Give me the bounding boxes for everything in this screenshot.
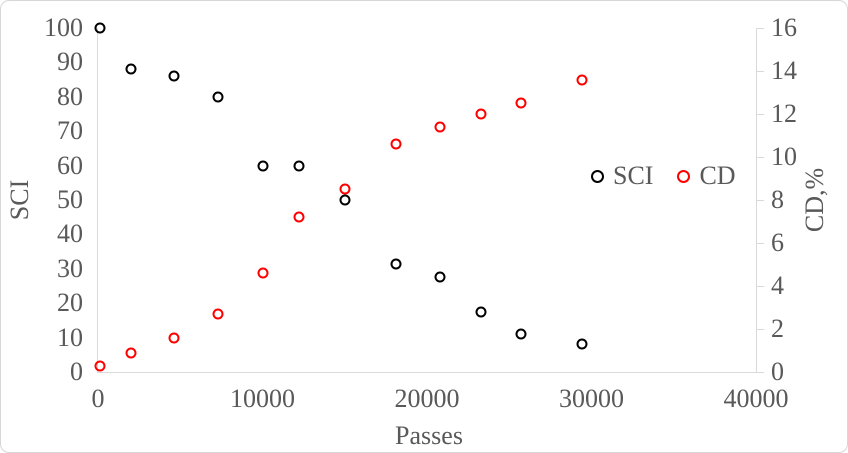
data-point-cd bbox=[168, 332, 180, 344]
legend-label-cd: CD bbox=[699, 161, 736, 190]
data-point-sci bbox=[390, 258, 402, 270]
left-axis-tick-label: 70 bbox=[57, 116, 83, 146]
data-point-sci bbox=[212, 91, 224, 103]
right-axis-tick-mark bbox=[756, 372, 764, 373]
left-axis-tick-label: 20 bbox=[57, 288, 83, 318]
right-axis-tick-label: 6 bbox=[771, 228, 784, 257]
x-axis-tick-label: 30000 bbox=[559, 384, 624, 413]
right-axis-tick-mark bbox=[756, 71, 764, 72]
right-axis-tick-mark bbox=[756, 200, 764, 201]
data-point-sci bbox=[125, 63, 137, 75]
cd-marker-icon bbox=[677, 169, 691, 183]
data-point-cd bbox=[293, 211, 305, 223]
data-point-sci bbox=[576, 338, 588, 350]
right-axis-tick-label: 2 bbox=[771, 314, 784, 343]
right-axis-tick-label: 10 bbox=[771, 142, 797, 171]
data-point-sci bbox=[434, 271, 446, 283]
right-axis-tick-label: 4 bbox=[771, 271, 784, 300]
left-axis-tick-label: 100 bbox=[44, 13, 83, 42]
data-point-sci bbox=[475, 306, 487, 318]
right-axis-tick-mark bbox=[756, 157, 764, 158]
data-point-cd bbox=[390, 138, 402, 150]
data-point-sci bbox=[168, 70, 180, 82]
x-axis-tick-label: 20000 bbox=[394, 384, 460, 413]
data-point-sci bbox=[293, 160, 305, 172]
x-axis-tick-label: 0 bbox=[91, 384, 105, 413]
right-axis-tick-label: 12 bbox=[771, 99, 797, 128]
left-axis-tick-label: 0 bbox=[70, 357, 83, 386]
data-point-cd bbox=[257, 267, 268, 279]
data-point-sci bbox=[94, 22, 106, 34]
data-point-cd bbox=[576, 74, 588, 86]
data-point-cd bbox=[475, 108, 487, 120]
left-axis-tick-label: 10 bbox=[57, 322, 83, 352]
right-axis-tick-label: 16 bbox=[771, 13, 797, 42]
right-axis-tick-mark bbox=[756, 286, 764, 287]
left-axis-tick-label: 50 bbox=[57, 185, 83, 214]
right-axis-tick-mark bbox=[756, 114, 764, 115]
right-axis-tick-label: 0 bbox=[771, 357, 784, 386]
data-point-cd bbox=[125, 347, 137, 359]
legend-label-sci: SCI bbox=[613, 161, 654, 190]
x-axis-title: Passes bbox=[395, 421, 463, 450]
legend: SCI CD bbox=[591, 160, 736, 192]
right-axis-tick-mark bbox=[756, 28, 764, 29]
legend-item-cd: CD bbox=[677, 160, 736, 192]
left-axis-tick-label: 30 bbox=[57, 253, 83, 283]
left-axis-tick-label: 90 bbox=[57, 47, 83, 77]
x-axis-tick-label: 10000 bbox=[230, 384, 295, 413]
left-axis-tick-label: 40 bbox=[57, 219, 83, 249]
left-axis-tick-label: 60 bbox=[57, 150, 83, 180]
x-axis-tick-label: 40000 bbox=[723, 384, 789, 413]
data-point-cd bbox=[94, 360, 106, 372]
legend-item-sci: SCI bbox=[591, 160, 653, 192]
data-point-cd bbox=[515, 97, 527, 109]
data-point-cd bbox=[339, 183, 351, 195]
data-point-cd bbox=[212, 308, 224, 320]
data-point-sci bbox=[257, 160, 268, 172]
data-point-sci bbox=[515, 328, 527, 340]
left-axis-tick-label: 80 bbox=[57, 81, 83, 111]
x-axis-line bbox=[97, 372, 757, 373]
data-point-cd bbox=[434, 121, 446, 133]
right-axis-tick-label: 8 bbox=[771, 185, 784, 214]
sci-marker-icon bbox=[591, 169, 604, 183]
data-point-sci bbox=[339, 194, 351, 206]
right-axis-tick-mark bbox=[756, 243, 764, 244]
right-axis-tick-label: 14 bbox=[771, 56, 797, 85]
left-y-axis-line bbox=[97, 28, 98, 373]
right-axis-tick-mark bbox=[756, 329, 764, 330]
